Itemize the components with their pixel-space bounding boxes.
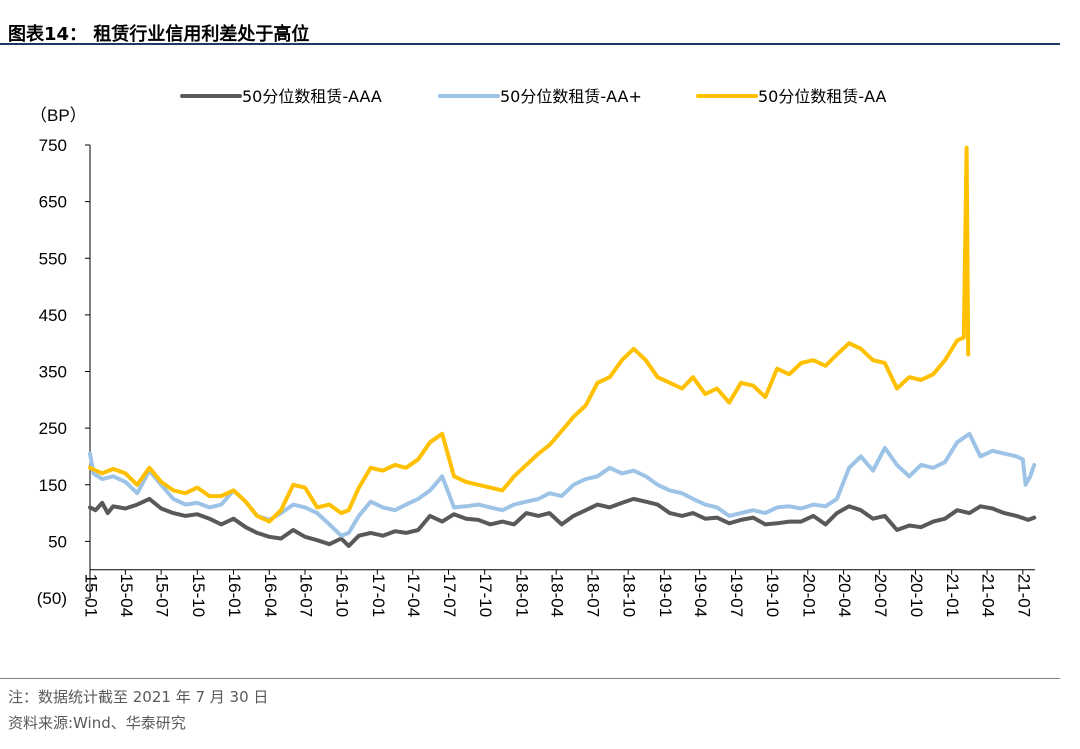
x-tick-label: 21-04 bbox=[979, 574, 998, 617]
footer-divider bbox=[0, 678, 1060, 679]
y-tick-label: 50 bbox=[48, 532, 67, 551]
x-tick-label: 16-01 bbox=[225, 574, 244, 617]
figure-title: 图表14： 租赁行业信用利差处于高位 bbox=[8, 24, 310, 45]
x-tick-label: 19-10 bbox=[763, 574, 782, 617]
y-tick-label: 250 bbox=[39, 419, 67, 438]
legend-label-2: 50分位数租赁-AA+ bbox=[500, 87, 642, 106]
data-source: 资料来源:Wind、华泰研究 bbox=[8, 714, 186, 732]
x-tick-label: 15-04 bbox=[117, 574, 136, 617]
y-tick-label: 150 bbox=[39, 476, 67, 495]
y-tick-label: 550 bbox=[39, 249, 67, 268]
x-tick-label: 15-10 bbox=[189, 574, 208, 617]
x-tick-label: 20-10 bbox=[907, 574, 926, 617]
x-tick-label: 18-01 bbox=[512, 574, 531, 617]
legend-label-1: 50分位数租赁-AAA bbox=[242, 87, 382, 106]
y-tick-label: (50) bbox=[37, 589, 67, 608]
y-tick-label: 350 bbox=[39, 363, 67, 382]
x-tick-label: 17-01 bbox=[369, 574, 388, 617]
series-group bbox=[88, 145, 1037, 548]
line-chart: 50分位数租赁-AAA 50分位数租赁-AA+ 50分位数租赁-AA （BP） 75… bbox=[30, 87, 1037, 617]
series-line-3 bbox=[88, 145, 971, 524]
x-tick-label: 20-01 bbox=[799, 574, 818, 617]
x-tick-label: 20-07 bbox=[871, 574, 890, 617]
x-tick-label: 15-07 bbox=[153, 574, 172, 617]
x-tick-label: 19-04 bbox=[691, 574, 710, 617]
x-tick-label: 21-07 bbox=[1014, 574, 1033, 617]
y-tick-label: 450 bbox=[39, 306, 67, 325]
x-tick-label: 17-10 bbox=[476, 574, 495, 617]
x-tick-label: 18-07 bbox=[583, 574, 602, 617]
x-tick-label: 16-07 bbox=[297, 574, 316, 617]
x-tick-label: 17-04 bbox=[404, 574, 423, 617]
y-axis: 750 650 550 450 350 250 150 50 (50) bbox=[37, 136, 91, 608]
x-tick-label: 21-01 bbox=[943, 574, 962, 617]
x-tick-label: 20-04 bbox=[835, 574, 854, 617]
x-tick-label: 15-01 bbox=[82, 574, 101, 617]
y-axis-unit-label: （BP） bbox=[30, 106, 87, 125]
title-divider bbox=[0, 43, 1060, 45]
x-tick-label: 18-04 bbox=[548, 574, 567, 617]
x-tick-label: 17-07 bbox=[440, 574, 459, 617]
y-tick-label: 650 bbox=[39, 193, 67, 212]
x-tick-label: 16-10 bbox=[333, 574, 352, 617]
x-tick-label: 19-01 bbox=[656, 574, 675, 617]
chart-legend: 50分位数租赁-AAA 50分位数租赁-AA+ 50分位数租赁-AA bbox=[180, 87, 887, 106]
data-note: 注：数据统计截至 2021 年 7 月 30 日 bbox=[8, 688, 269, 706]
series-line-1 bbox=[88, 496, 1037, 548]
x-axis: 15-01 15-04 15-07 15-10 16-01 16-04 16-07 16-10… bbox=[82, 569, 1035, 617]
x-tick-label: 18-10 bbox=[620, 574, 639, 617]
x-tick-label: 16-04 bbox=[261, 574, 280, 617]
y-tick-label: 750 bbox=[39, 136, 67, 155]
x-tick-label: 19-07 bbox=[727, 574, 746, 617]
legend-label-3: 50分位数租赁-AA bbox=[758, 87, 887, 106]
